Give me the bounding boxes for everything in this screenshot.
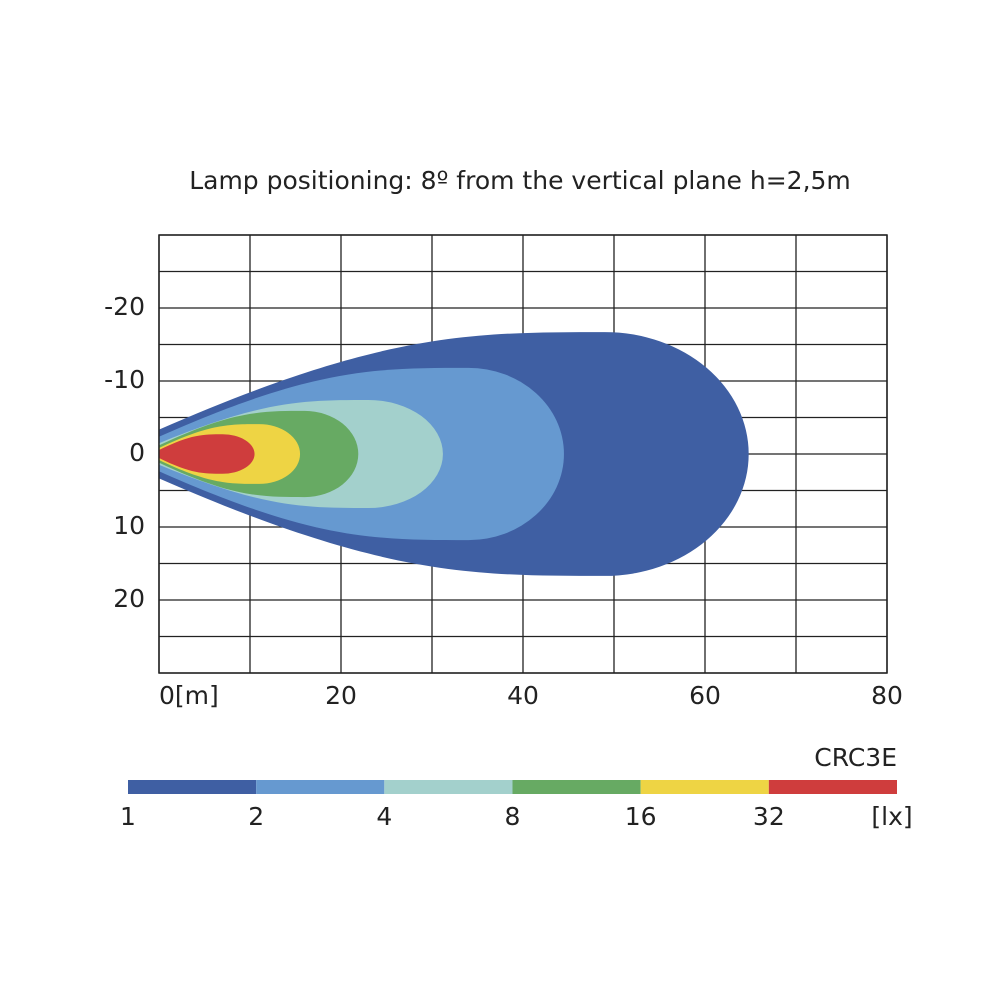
model-label: CRC3E (814, 743, 897, 772)
y-tick-label: -10 (104, 365, 145, 394)
colorbar-label: 32 (753, 802, 785, 831)
isolux-area (159, 434, 255, 474)
colorbar-label: 4 (376, 802, 392, 831)
chart-title: Lamp positioning: 8º from the vertical p… (189, 166, 851, 195)
x-tick-label: 40 (507, 681, 539, 710)
y-tick-label: 0 (129, 438, 145, 467)
x-tick-label: 0[m] (159, 681, 219, 710)
colorbar-label: 2 (248, 802, 264, 831)
colorbar-segment (640, 780, 769, 794)
colorbar-segment (512, 780, 641, 794)
y-tick-label: -20 (104, 292, 145, 321)
colorbar-segment (128, 780, 257, 794)
colorbar-label: 1 (120, 802, 136, 831)
x-tick-label: 80 (871, 681, 903, 710)
colorbar-label: 16 (625, 802, 657, 831)
colorbar-segment (768, 780, 897, 794)
colorbar-segment (384, 780, 513, 794)
y-tick-label: 20 (113, 584, 145, 613)
plot-border (158, 234, 888, 674)
x-tick-label: 60 (689, 681, 721, 710)
colorbar-label: 8 (505, 802, 521, 831)
colorbar-segment (256, 780, 385, 794)
unit-label: [lx] (871, 802, 912, 831)
x-tick-label: 20 (325, 681, 357, 710)
y-tick-label: 10 (113, 511, 145, 540)
